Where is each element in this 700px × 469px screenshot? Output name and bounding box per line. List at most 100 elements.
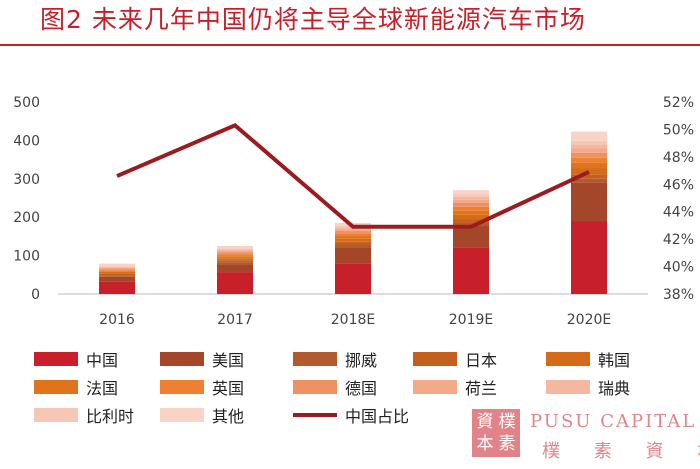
bar-segment [571, 182, 607, 222]
bar-segment [99, 263, 135, 266]
bar-segment [571, 148, 607, 153]
bar-segment [217, 258, 253, 261]
bar-segment [217, 252, 253, 255]
bar-segment [453, 202, 489, 207]
bar-segment [99, 269, 135, 271]
bar-segment [335, 231, 371, 234]
right-y-axis: 38% 40% 42% 44% 46% 48% 50% 52% [663, 95, 694, 303]
left-y-axis: 0 100 200 300 400 500 [13, 95, 40, 303]
y2-tick-label: 50% [663, 122, 694, 138]
y2-tick-label: 48% [663, 150, 694, 166]
y-tick-label: 500 [13, 95, 40, 111]
y2-tick-label: 46% [663, 177, 694, 193]
legend-label: 荷兰 [465, 379, 498, 398]
legend-item: 美国 [160, 348, 244, 370]
bar-segment [335, 236, 371, 239]
bar-segment [453, 194, 489, 197]
bar-segment [335, 238, 371, 242]
legend-swatch [160, 380, 204, 394]
legend-item: 韩国 [546, 348, 630, 370]
chart-title: 图2 未来几年中国仍将主导全球新能源汽车市场 [40, 5, 586, 34]
bar-segment [99, 271, 135, 273]
bar-segment [99, 276, 135, 282]
bar-segment [571, 144, 607, 149]
legend-label: 挪威 [345, 351, 378, 370]
legend: 中国 美国 挪威 日本 韩国法国 英国 德国 荷兰 瑞典比利时 其他 中国占比 [0, 344, 700, 434]
legend-swatch [546, 380, 590, 394]
bar-segment [453, 206, 489, 211]
legend-swatch [413, 352, 457, 366]
y2-tick-label: 44% [663, 205, 694, 221]
bar-segment [571, 157, 607, 163]
legend-label: 中国 [86, 351, 119, 370]
y-tick-label: 100 [13, 249, 40, 265]
bar-segment [99, 267, 135, 270]
legend-swatch [34, 408, 78, 422]
legend-swatch [34, 352, 78, 366]
bar-segment [335, 247, 371, 264]
bar-segment [99, 273, 135, 276]
legend-label: 中国占比 [345, 407, 410, 426]
legend-label: 其他 [212, 407, 245, 426]
seal-logo: 資樸本素 [472, 409, 520, 457]
legend-item: 法国 [34, 376, 118, 398]
bar-segment [217, 260, 253, 263]
bar-segment [217, 250, 253, 253]
bar-segment [99, 265, 135, 267]
stacked-bar-line-chart: 0 100 200 300 400 500 38% 40% 42% 44% 46% 48% 50% 52… [13, 95, 694, 328]
legend-swatch [293, 380, 337, 394]
bar-segment [453, 190, 489, 195]
title-divider [0, 44, 700, 46]
legend-item: 瑞典 [546, 376, 630, 398]
bar-segment [453, 219, 489, 223]
x-tick-label: 2020E [567, 312, 611, 328]
legend-item: 英国 [160, 376, 244, 398]
bar-segment [99, 272, 135, 274]
bar-segment [571, 131, 607, 141]
x-tick-label: 2016 [99, 312, 135, 328]
bar-segment [217, 256, 253, 259]
legend-item: 挪威 [293, 348, 377, 370]
bar-segment [217, 262, 253, 265]
legend-label: 美国 [212, 351, 245, 370]
bar-segment [217, 254, 253, 257]
bar-segment [99, 270, 135, 272]
bar-stacks [99, 131, 607, 294]
legend-label: 韩国 [598, 351, 631, 370]
x-tick-label: 2019E [449, 312, 493, 328]
bar-segment [453, 247, 489, 294]
bar-segment [335, 241, 371, 245]
y2-tick-label: 42% [663, 232, 694, 248]
y-tick-label: 300 [13, 172, 40, 188]
legend-item: 中国 [34, 348, 118, 370]
legend-label: 比利时 [86, 407, 135, 426]
legend-label: 德国 [345, 379, 378, 398]
legend-swatch [413, 380, 457, 394]
watermark-chinese: 樸 素 資 本 [542, 441, 700, 462]
bar-segment [571, 152, 607, 158]
bar-segment [99, 281, 135, 294]
legend-label: 法国 [86, 379, 119, 398]
bar-segment [571, 178, 607, 183]
bar-segment [453, 214, 489, 220]
bar-segment [453, 196, 489, 200]
y2-tick-label: 38% [663, 287, 694, 303]
bar-segment [571, 162, 607, 169]
seal-char: 樸 [498, 412, 516, 432]
legend-label: 瑞典 [598, 379, 631, 398]
y-tick-label: 200 [13, 210, 40, 226]
bar-segment [453, 199, 489, 203]
bar-segment [453, 226, 489, 248]
legend-swatch [34, 380, 78, 394]
legend-swatch [293, 413, 337, 417]
china-share-line [116, 122, 590, 229]
legend-item: 中国占比 [293, 404, 409, 426]
legend-swatch [293, 352, 337, 366]
legend-item: 日本 [413, 348, 497, 370]
bar-segment [217, 248, 253, 250]
legend-label: 日本 [465, 351, 498, 370]
y-tick-label: 0 [31, 287, 40, 303]
bar-segment [335, 229, 371, 232]
legend-label: 英国 [212, 379, 245, 398]
